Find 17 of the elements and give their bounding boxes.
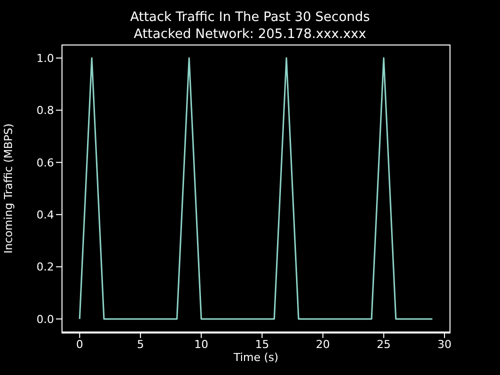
x-tick-label: 20	[316, 338, 330, 351]
x-tick-label: 15	[255, 338, 270, 351]
y-tick-label: 0.8	[36, 104, 54, 118]
y-axis-title: Incoming Traffic (MBPS)	[2, 124, 15, 254]
chart-title: Attack Traffic In The Past 30 Seconds	[129, 9, 371, 26]
y-tick-label: 0.6	[36, 156, 54, 170]
y-tick-label: 0.0	[36, 312, 54, 326]
x-tick-label: 30	[438, 338, 452, 351]
chart-subtitle: Attacked Network: 205.178.xxx.xxx	[132, 26, 368, 43]
y-tick-label: 1.0	[36, 52, 54, 65]
x-tick-label: 5	[136, 338, 144, 351]
x-tick-label: 10	[194, 338, 208, 351]
x-tick-label: 25	[376, 338, 391, 351]
y-tick-label: 0.4	[36, 208, 54, 222]
y-tick-label: 0.2	[36, 260, 54, 274]
x-axis-title: Time (s)	[232, 350, 278, 364]
x-tick-label: 0	[76, 338, 84, 351]
